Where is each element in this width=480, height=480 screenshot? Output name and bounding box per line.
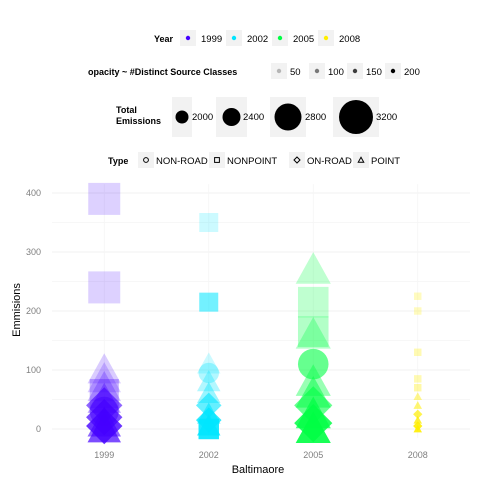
legend-key-bg	[271, 63, 287, 79]
x-tick-label: 2008	[408, 450, 428, 460]
legend-key-dot	[277, 35, 283, 41]
data-point	[196, 352, 221, 374]
legend-size-label: 3200	[376, 112, 397, 123]
x-tick-label: 1999	[94, 450, 114, 460]
legend-key-shape	[357, 156, 365, 163]
legend-key-dot	[339, 100, 373, 134]
data-point	[196, 370, 221, 392]
legend-year-title: Year	[154, 34, 174, 44]
legend-key-dot	[185, 35, 191, 41]
legend-type: Type NON-ROAD NONPOINT ON-ROAD POINT	[108, 152, 400, 168]
data-point	[198, 418, 219, 440]
data-point	[88, 271, 121, 304]
legend-type-label: NONPOINT	[227, 156, 277, 167]
legend-key-dot	[323, 35, 329, 41]
legend-key-dot	[390, 68, 396, 74]
legend-opacity-label: 150	[366, 67, 382, 78]
data-point	[414, 383, 422, 392]
data-point	[198, 362, 219, 384]
data-point	[87, 370, 121, 402]
legend-key-bg	[209, 152, 225, 168]
legend-key-dot	[274, 103, 302, 131]
legend-key-shape	[293, 156, 301, 164]
data-point	[414, 375, 422, 383]
legend-key-dot	[175, 110, 189, 124]
legend-key-dot	[222, 108, 241, 126]
legend-year-label: 2005	[293, 34, 314, 45]
data-point	[297, 348, 329, 380]
x-axis-ticks: 1999 2002 2005 2008	[94, 450, 428, 460]
legend-size-label: 2800	[305, 112, 326, 123]
legend-opacity: opacity ~ #Distinct Source Classes 50 100…	[88, 63, 420, 79]
data-point	[88, 182, 121, 215]
plot-area: 0 100 200 300 400 1999 2002 2005 2008	[26, 182, 470, 460]
data-point	[413, 409, 423, 419]
y-axis-ticks: 0 100 200 300 400	[26, 188, 41, 434]
legend-key-dot	[231, 35, 237, 41]
y-tick-label: 200	[26, 306, 41, 316]
y-tick-label: 300	[26, 247, 41, 257]
data-point	[413, 415, 423, 424]
legend-type-label: POINT	[371, 156, 400, 167]
y-tick-label: 100	[26, 365, 41, 375]
legend-size: Total Emissions 2000 2400 2800 3200	[116, 97, 397, 137]
data-point	[196, 381, 221, 404]
data-point	[295, 252, 331, 284]
data-point	[414, 348, 422, 357]
legend-year-label: 2002	[247, 34, 268, 45]
legend-type-title: Type	[108, 156, 128, 166]
legend-key-dot	[352, 68, 358, 74]
legend-key-bg	[289, 152, 305, 168]
legend-opacity-label: 50	[290, 67, 301, 78]
data-point	[87, 353, 121, 384]
legend-key-bg	[138, 152, 154, 168]
legend-size-label: 2000	[192, 112, 213, 123]
data-point	[295, 317, 331, 349]
x-axis-title: Baltimaore	[232, 464, 285, 476]
legend-opacity-title: opacity ~ #Distinct Source Classes	[88, 67, 237, 77]
data-point	[414, 292, 422, 300]
data-point	[87, 362, 121, 393]
legend-year: Year 1999 2002 2005 2008	[154, 30, 360, 46]
legend-key-shape	[214, 157, 220, 163]
y-tick-label: 0	[36, 424, 41, 434]
legend-size-title-line2: Emissions	[116, 116, 161, 126]
data-point	[413, 424, 423, 433]
legend-key-bg	[353, 152, 369, 168]
legend-opacity-label: 200	[404, 67, 420, 78]
legend-opacity-label: 100	[328, 67, 344, 78]
data-point	[199, 292, 219, 312]
data-points	[86, 182, 423, 445]
y-tick-label: 400	[26, 188, 41, 198]
legend-size-label: 2400	[243, 112, 264, 123]
legend-key-dot	[314, 68, 320, 74]
data-point	[87, 412, 121, 443]
data-point	[199, 213, 219, 232]
x-tick-label: 2002	[199, 450, 219, 460]
legend-year-label: 1999	[201, 34, 222, 45]
legend-year-label: 2008	[339, 34, 360, 45]
legend-key-shape	[143, 157, 149, 163]
x-tick-label: 2005	[303, 450, 323, 460]
data-point	[297, 316, 329, 347]
legend-type-label: ON-ROAD	[307, 156, 352, 167]
legend-key-dot	[276, 68, 282, 74]
data-point	[295, 411, 331, 444]
data-point	[297, 286, 329, 318]
y-axis-title: Emmisions	[11, 283, 23, 337]
legend-type-label: NON-ROAD	[156, 156, 208, 167]
legend-size-title-line1: Total	[116, 105, 137, 115]
data-point	[414, 307, 422, 315]
data-point	[413, 401, 423, 409]
data-point	[413, 392, 423, 400]
